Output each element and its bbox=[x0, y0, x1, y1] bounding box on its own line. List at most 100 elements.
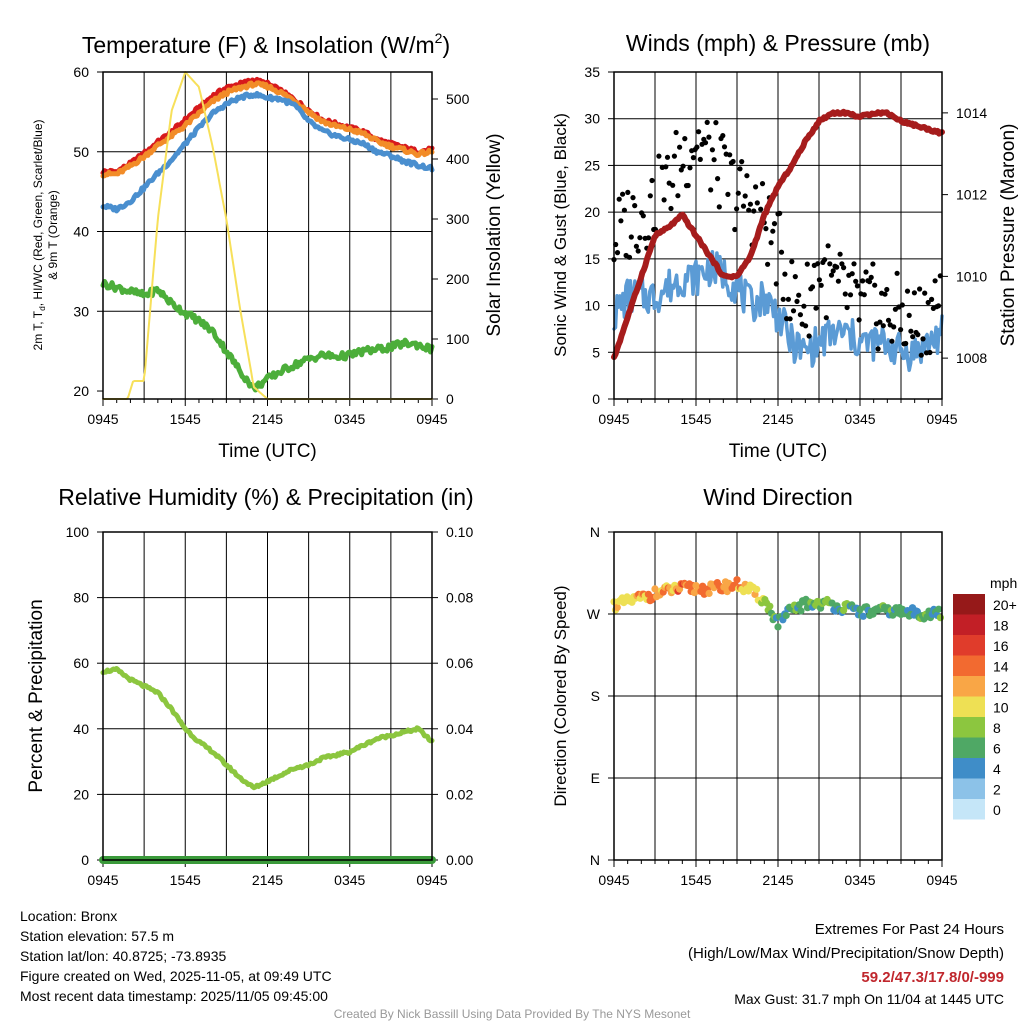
gust-point bbox=[661, 197, 667, 203]
gust-point bbox=[685, 182, 691, 189]
gust-point bbox=[822, 257, 828, 263]
gust-point bbox=[853, 278, 859, 284]
legend-label: 8 bbox=[993, 720, 1001, 736]
gust-point bbox=[759, 181, 766, 187]
chart-wind: 0 5 10 15 20 25 30 35 0945 1545 2145 0345 0945 1008 10… bbox=[551, 30, 1019, 462]
direction-point bbox=[797, 607, 805, 615]
gust-point bbox=[773, 281, 779, 287]
gust-point bbox=[746, 207, 752, 213]
x-tick-label: 0345 bbox=[334, 411, 365, 427]
y-axis-label-left: Sonic Wind & Gust (Blue, Black) bbox=[551, 113, 570, 357]
extremes-title: Extremes For Past 24 Hours bbox=[814, 921, 1004, 938]
gust-point bbox=[899, 302, 905, 308]
gust-point bbox=[780, 296, 786, 302]
legend-label: 20+ bbox=[993, 597, 1017, 613]
y-tick-label: N bbox=[590, 524, 600, 540]
y-tick-label: 0 bbox=[81, 852, 89, 868]
legend-label: 12 bbox=[993, 679, 1009, 695]
direction-point bbox=[766, 602, 774, 610]
gust-point bbox=[898, 327, 904, 333]
x-tick-label: 0345 bbox=[844, 872, 875, 888]
direction-point bbox=[840, 606, 848, 615]
extremes-info: Extremes For Past 24 Hours (High/Low/Max… bbox=[688, 918, 1004, 1008]
gust-point bbox=[758, 206, 764, 212]
gust-point bbox=[697, 156, 703, 162]
y-tick-label: 10 bbox=[584, 298, 600, 314]
gust-point bbox=[708, 187, 714, 193]
gust-point bbox=[818, 282, 824, 288]
x-tick-label: 0345 bbox=[844, 411, 875, 427]
gust-point bbox=[737, 166, 743, 172]
gust-point bbox=[792, 274, 798, 280]
series-orange bbox=[100, 80, 435, 179]
gust-point bbox=[903, 340, 909, 347]
gust-point bbox=[687, 165, 693, 171]
gust-point bbox=[870, 261, 876, 267]
gust-point bbox=[866, 279, 873, 285]
gust-point bbox=[690, 155, 697, 161]
gust-point bbox=[709, 147, 716, 153]
gust-point bbox=[935, 303, 942, 309]
gust-point bbox=[915, 332, 921, 338]
legend-title: mph bbox=[990, 575, 1017, 591]
gust-point bbox=[797, 312, 804, 318]
legend-swatch bbox=[953, 717, 985, 738]
legend-swatch bbox=[953, 676, 985, 697]
x-tick-label: 0945 bbox=[598, 411, 629, 427]
gust-point bbox=[633, 243, 640, 249]
chart-title: Temperature (F) & Insolation (W/m2) bbox=[82, 30, 450, 58]
x-tick-label: 0945 bbox=[926, 411, 957, 427]
gust-point bbox=[861, 292, 867, 298]
gust-point bbox=[656, 153, 662, 159]
x-tick-label: 1545 bbox=[170, 411, 201, 427]
gust-point bbox=[754, 200, 760, 206]
legend-label: 4 bbox=[993, 761, 1001, 777]
gust-point bbox=[637, 235, 643, 241]
gust-point bbox=[882, 291, 888, 297]
legend-label: 10 bbox=[993, 700, 1009, 716]
plot-border bbox=[102, 531, 433, 861]
gust-point bbox=[618, 218, 624, 224]
series-green bbox=[100, 279, 435, 393]
y-tick-label: 0 bbox=[592, 391, 600, 407]
direction-point bbox=[936, 614, 945, 622]
y-axis-label-left: Percent & Precipitation bbox=[26, 599, 47, 792]
gust-point bbox=[616, 196, 622, 202]
gust-point bbox=[706, 134, 712, 140]
gust-point bbox=[630, 195, 636, 201]
x-tick-label: 1545 bbox=[170, 872, 201, 888]
gust-point bbox=[673, 129, 679, 136]
y2-tick-label: 0.00 bbox=[446, 852, 473, 868]
gust-point bbox=[906, 312, 912, 318]
y-axis-label-right: Solar Insolation (Yellow) bbox=[484, 133, 505, 336]
gust-point bbox=[856, 317, 862, 323]
gust-point bbox=[675, 193, 681, 199]
y2-tick-label: 0.06 bbox=[446, 655, 473, 671]
gust-point bbox=[920, 336, 926, 342]
gust-point bbox=[872, 282, 878, 288]
y-tick-label: 25 bbox=[584, 157, 600, 173]
gust-point bbox=[815, 261, 821, 267]
gust-point bbox=[842, 291, 848, 297]
y2-tick-label: 1008 bbox=[956, 350, 987, 366]
gust-point bbox=[834, 264, 840, 270]
y-tick-label: 40 bbox=[73, 721, 89, 737]
extremes-values: 59.2/47.3/17.8/0/-999 bbox=[861, 969, 1004, 986]
y2-tick-label: 400 bbox=[446, 151, 470, 167]
gust-point bbox=[929, 296, 935, 302]
y-tick-label: 15 bbox=[584, 251, 600, 267]
direction-point bbox=[613, 603, 621, 612]
legend-label: 16 bbox=[993, 638, 1009, 654]
y-axis-label-right: Station Pressure (Maroon) bbox=[998, 124, 1019, 347]
gust-point bbox=[765, 261, 771, 267]
gust-point bbox=[711, 157, 717, 163]
gust-point bbox=[885, 317, 892, 323]
legend-swatch bbox=[953, 614, 985, 635]
gust-point bbox=[696, 129, 702, 135]
gust-point bbox=[694, 144, 700, 150]
gust-point bbox=[734, 206, 740, 212]
gust-point bbox=[668, 205, 674, 212]
x-tick-label: 0945 bbox=[926, 872, 957, 888]
gust-point bbox=[747, 201, 754, 207]
